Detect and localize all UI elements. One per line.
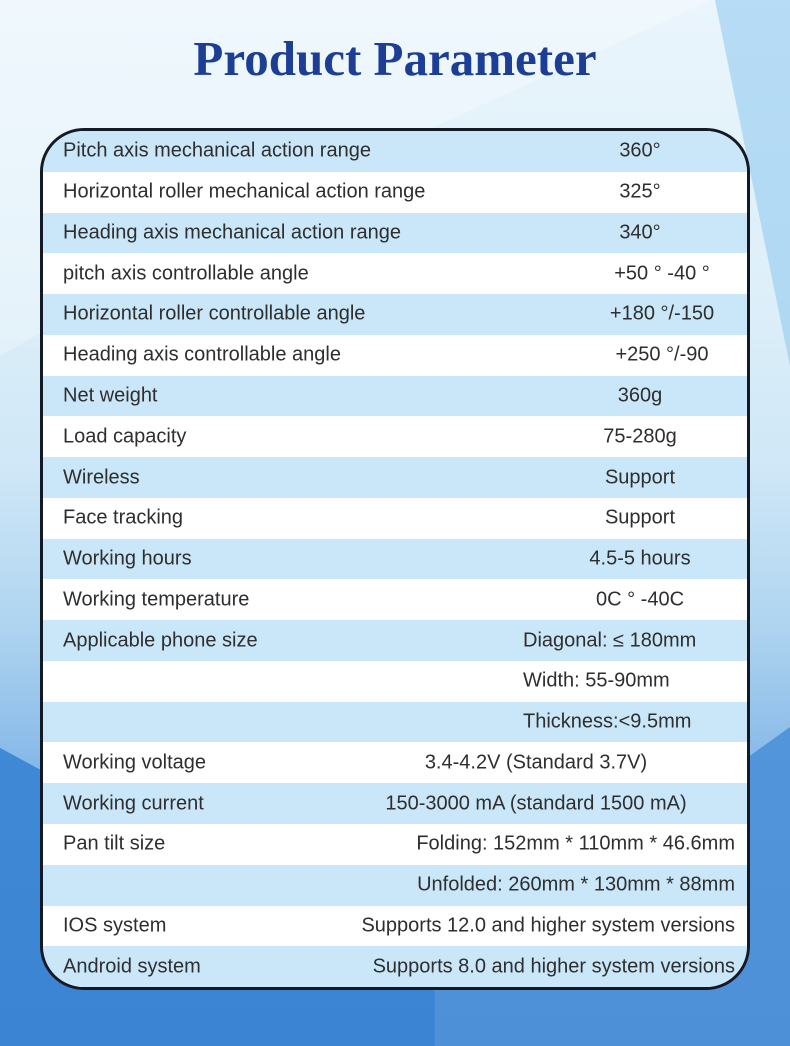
param-label: Heading axis controllable angle: [63, 343, 341, 366]
param-label: Wireless: [63, 466, 140, 488]
table-row-heading-controllable-angle: Heading axis controllable angle +250 °/-…: [43, 334, 747, 376]
param-label: Working temperature: [63, 588, 250, 611]
param-label: Net weight: [63, 384, 158, 407]
page-title: Product Parameter: [193, 31, 597, 86]
table-row-android-system: Android system Supports 8.0 and higher s…: [43, 946, 747, 987]
param-value: 325°: [619, 180, 661, 203]
param-value: Support: [604, 506, 676, 529]
param-value: Unfolded: 260mm * 130mm * 88mm: [417, 873, 735, 896]
table-row-working-temperature: Working temperature 0C ° -40C: [43, 579, 747, 621]
param-label: Pitch axis mechanical action range: [63, 139, 371, 162]
param-value: Folding: 152mm * 110mm * 46.6mm: [416, 832, 735, 855]
param-value: Support: [604, 466, 676, 488]
table-row-load-capacity: Load capacity 75-280g: [43, 416, 747, 458]
param-label: pitch axis controllable angle: [63, 262, 309, 285]
param-value: 0C ° -40C: [595, 588, 685, 611]
table-row-pitch-axis-mechanical-range: Pitch axis mechanical action range 360°: [43, 131, 747, 172]
param-value: 360g: [617, 384, 663, 407]
param-value: +250 °/-90: [615, 343, 709, 366]
param-label: Heading axis mechanical action range: [63, 221, 401, 244]
param-value: +50 ° -40 °: [614, 262, 710, 285]
table-row-wireless: Wireless Support: [43, 457, 747, 498]
param-label: Horizontal roller mechanical action rang…: [63, 180, 426, 203]
table-row-phone-size-width: Width: 55-90mm: [43, 660, 747, 702]
table-row-pan-tilt-size-unfolded: Unfolded: 260mm * 130mm * 88mm: [43, 864, 747, 906]
param-label: IOS system: [63, 914, 167, 937]
table-row-roller-mechanical-range: Horizontal roller mechanical action rang…: [43, 171, 747, 213]
param-value: Thickness:<9.5mm: [523, 710, 692, 733]
param-label: Applicable phone size: [63, 629, 258, 652]
param-label: Working hours: [63, 547, 192, 570]
table-row-heading-mechanical-range: Heading axis mechanical action range 340…: [43, 212, 747, 254]
table-row-phone-size-thickness: Thickness:<9.5mm: [43, 701, 747, 743]
table-row-ios-system: IOS system Supports 12.0 and higher syst…: [43, 905, 747, 947]
param-value: 360°: [619, 139, 661, 162]
param-label: Face tracking: [63, 506, 184, 529]
param-value: 150-3000 mA (standard 1500 mA): [385, 792, 687, 815]
param-value: 340°: [619, 221, 661, 244]
param-value: Diagonal: ≤ 180mm: [523, 629, 697, 652]
table-row-working-hours: Working hours 4.5-5 hours: [43, 538, 747, 580]
table-row-face-tracking: Face tracking Support: [43, 497, 747, 539]
param-value: 4.5-5 hours: [589, 547, 691, 570]
param-label: Load capacity: [63, 425, 187, 448]
table-row-net-weight: Net weight 360g: [43, 375, 747, 417]
param-value: Supports 8.0 and higher system versions: [372, 955, 735, 978]
param-value: +180 °/-150: [609, 302, 715, 325]
param-label: Working voltage: [63, 751, 207, 774]
param-value: Supports 12.0 and higher system versions: [361, 914, 735, 937]
param-label: Horizontal roller controllable angle: [63, 302, 366, 325]
table-row-phone-size-diagonal: Applicable phone size Diagonal: ≤ 180mm: [43, 620, 747, 661]
table-row-pan-tilt-size-folding: Pan tilt size Folding: 152mm * 110mm * 4…: [43, 824, 747, 865]
param-label: Pan tilt size: [63, 832, 166, 855]
table-row-roller-controllable-angle: Horizontal roller controllable angle +18…: [43, 294, 747, 335]
table-row-working-current: Working current 150-3000 mA (standard 15…: [43, 783, 747, 825]
param-value: 75-280g: [603, 425, 677, 448]
param-value: Width: 55-90mm: [523, 669, 670, 692]
spec-table: Pitch axis mechanical action range 360° …: [40, 128, 750, 990]
param-value: 3.4-4.2V (Standard 3.7V): [424, 751, 648, 774]
param-label: Working current: [63, 792, 204, 815]
table-row-working-voltage: Working voltage 3.4-4.2V (Standard 3.7V): [43, 742, 747, 784]
table-row-pitch-controllable-angle: pitch axis controllable angle +50 ° -40 …: [43, 253, 747, 295]
param-label: Android system: [63, 955, 201, 978]
